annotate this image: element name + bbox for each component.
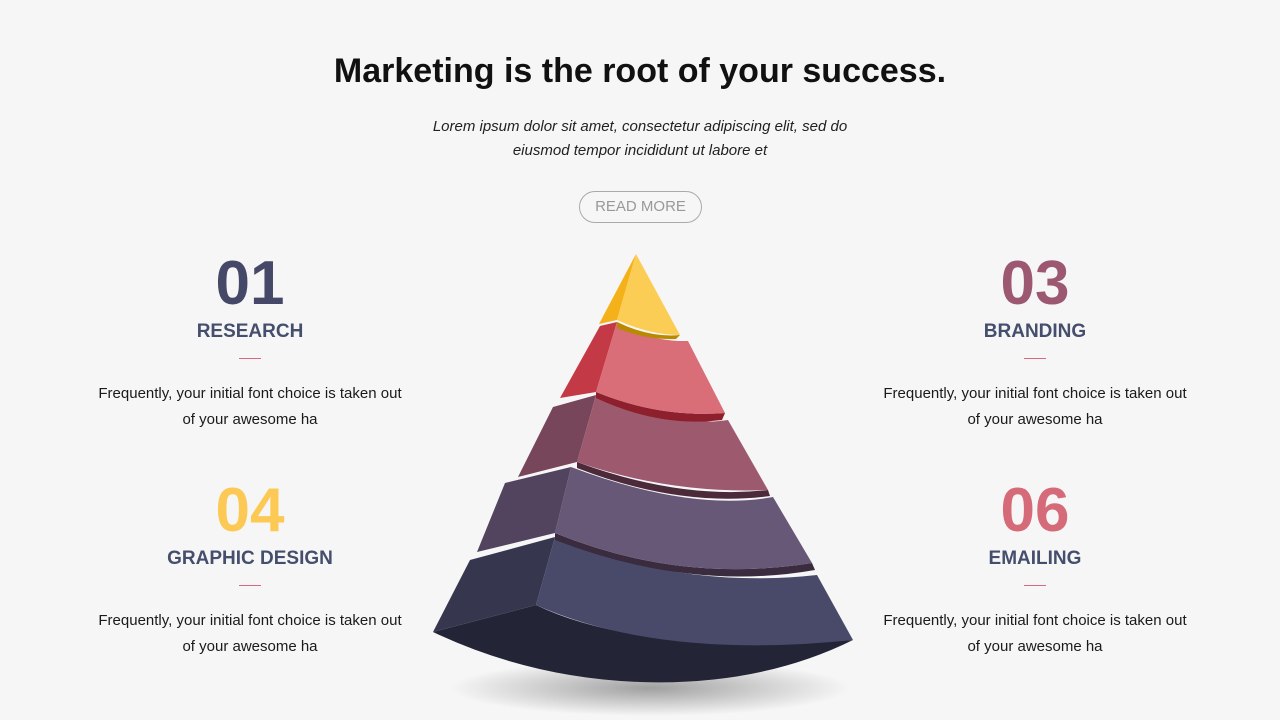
text-line: of your awesome ha xyxy=(967,411,1103,428)
pyramid-layer-1 xyxy=(599,254,680,340)
text-line: Frequently, your initial font choice is … xyxy=(98,612,402,629)
item-label: GRAPHIC DESIGN xyxy=(167,548,333,569)
text-line: of your awesome ha xyxy=(967,638,1103,655)
subtitle: Lorem ipsum dolor sit amet, consectetur … xyxy=(390,115,890,163)
item-label: RESEARCH xyxy=(196,321,304,342)
page-title: Marketing is the root of your success. xyxy=(333,52,947,90)
item-text: Frequently, your initial font choice is … xyxy=(865,608,1205,660)
pyramid-layer-5 xyxy=(433,537,853,683)
item-number: 06 xyxy=(1000,476,1070,545)
divider xyxy=(1024,585,1046,586)
item-number: 04 xyxy=(215,476,285,545)
item-label: BRANDING xyxy=(983,321,1087,342)
subtitle-line: eiusmod tempor incididunt ut labore et xyxy=(512,142,768,159)
divider xyxy=(1024,358,1046,359)
text-line: of your awesome ha xyxy=(182,638,318,655)
divider xyxy=(239,358,261,359)
subtitle-line: Lorem ipsum dolor sit amet, consectetur … xyxy=(432,118,848,135)
divider xyxy=(239,585,261,586)
item-branding: 03 BRANDING Frequently, your initial fon… xyxy=(865,252,1205,433)
pyramid-layer-2 xyxy=(560,322,725,422)
item-number: 01 xyxy=(215,249,285,318)
item-text: Frequently, your initial font choice is … xyxy=(80,381,420,433)
pyramid-layer-3 xyxy=(518,395,770,499)
read-more-button[interactable]: READ MORE xyxy=(579,191,702,223)
item-text: Frequently, your initial font choice is … xyxy=(865,381,1205,433)
text-line: of your awesome ha xyxy=(182,411,318,428)
item-number: 03 xyxy=(1000,249,1070,318)
text-line: Frequently, your initial font choice is … xyxy=(883,385,1187,402)
item-emailing: 06 EMAILING Frequently, your initial fon… xyxy=(865,479,1205,660)
text-line: Frequently, your initial font choice is … xyxy=(98,385,402,402)
item-graphic-design: 04 GRAPHIC DESIGN Frequently, your initi… xyxy=(80,479,420,660)
pyramid-layer-4 xyxy=(477,467,815,577)
item-research: 01 RESEARCH Frequently, your initial fon… xyxy=(80,252,420,433)
text-line: Frequently, your initial font choice is … xyxy=(883,612,1187,629)
item-label: EMAILING xyxy=(988,548,1082,569)
item-text: Frequently, your initial font choice is … xyxy=(80,608,420,660)
